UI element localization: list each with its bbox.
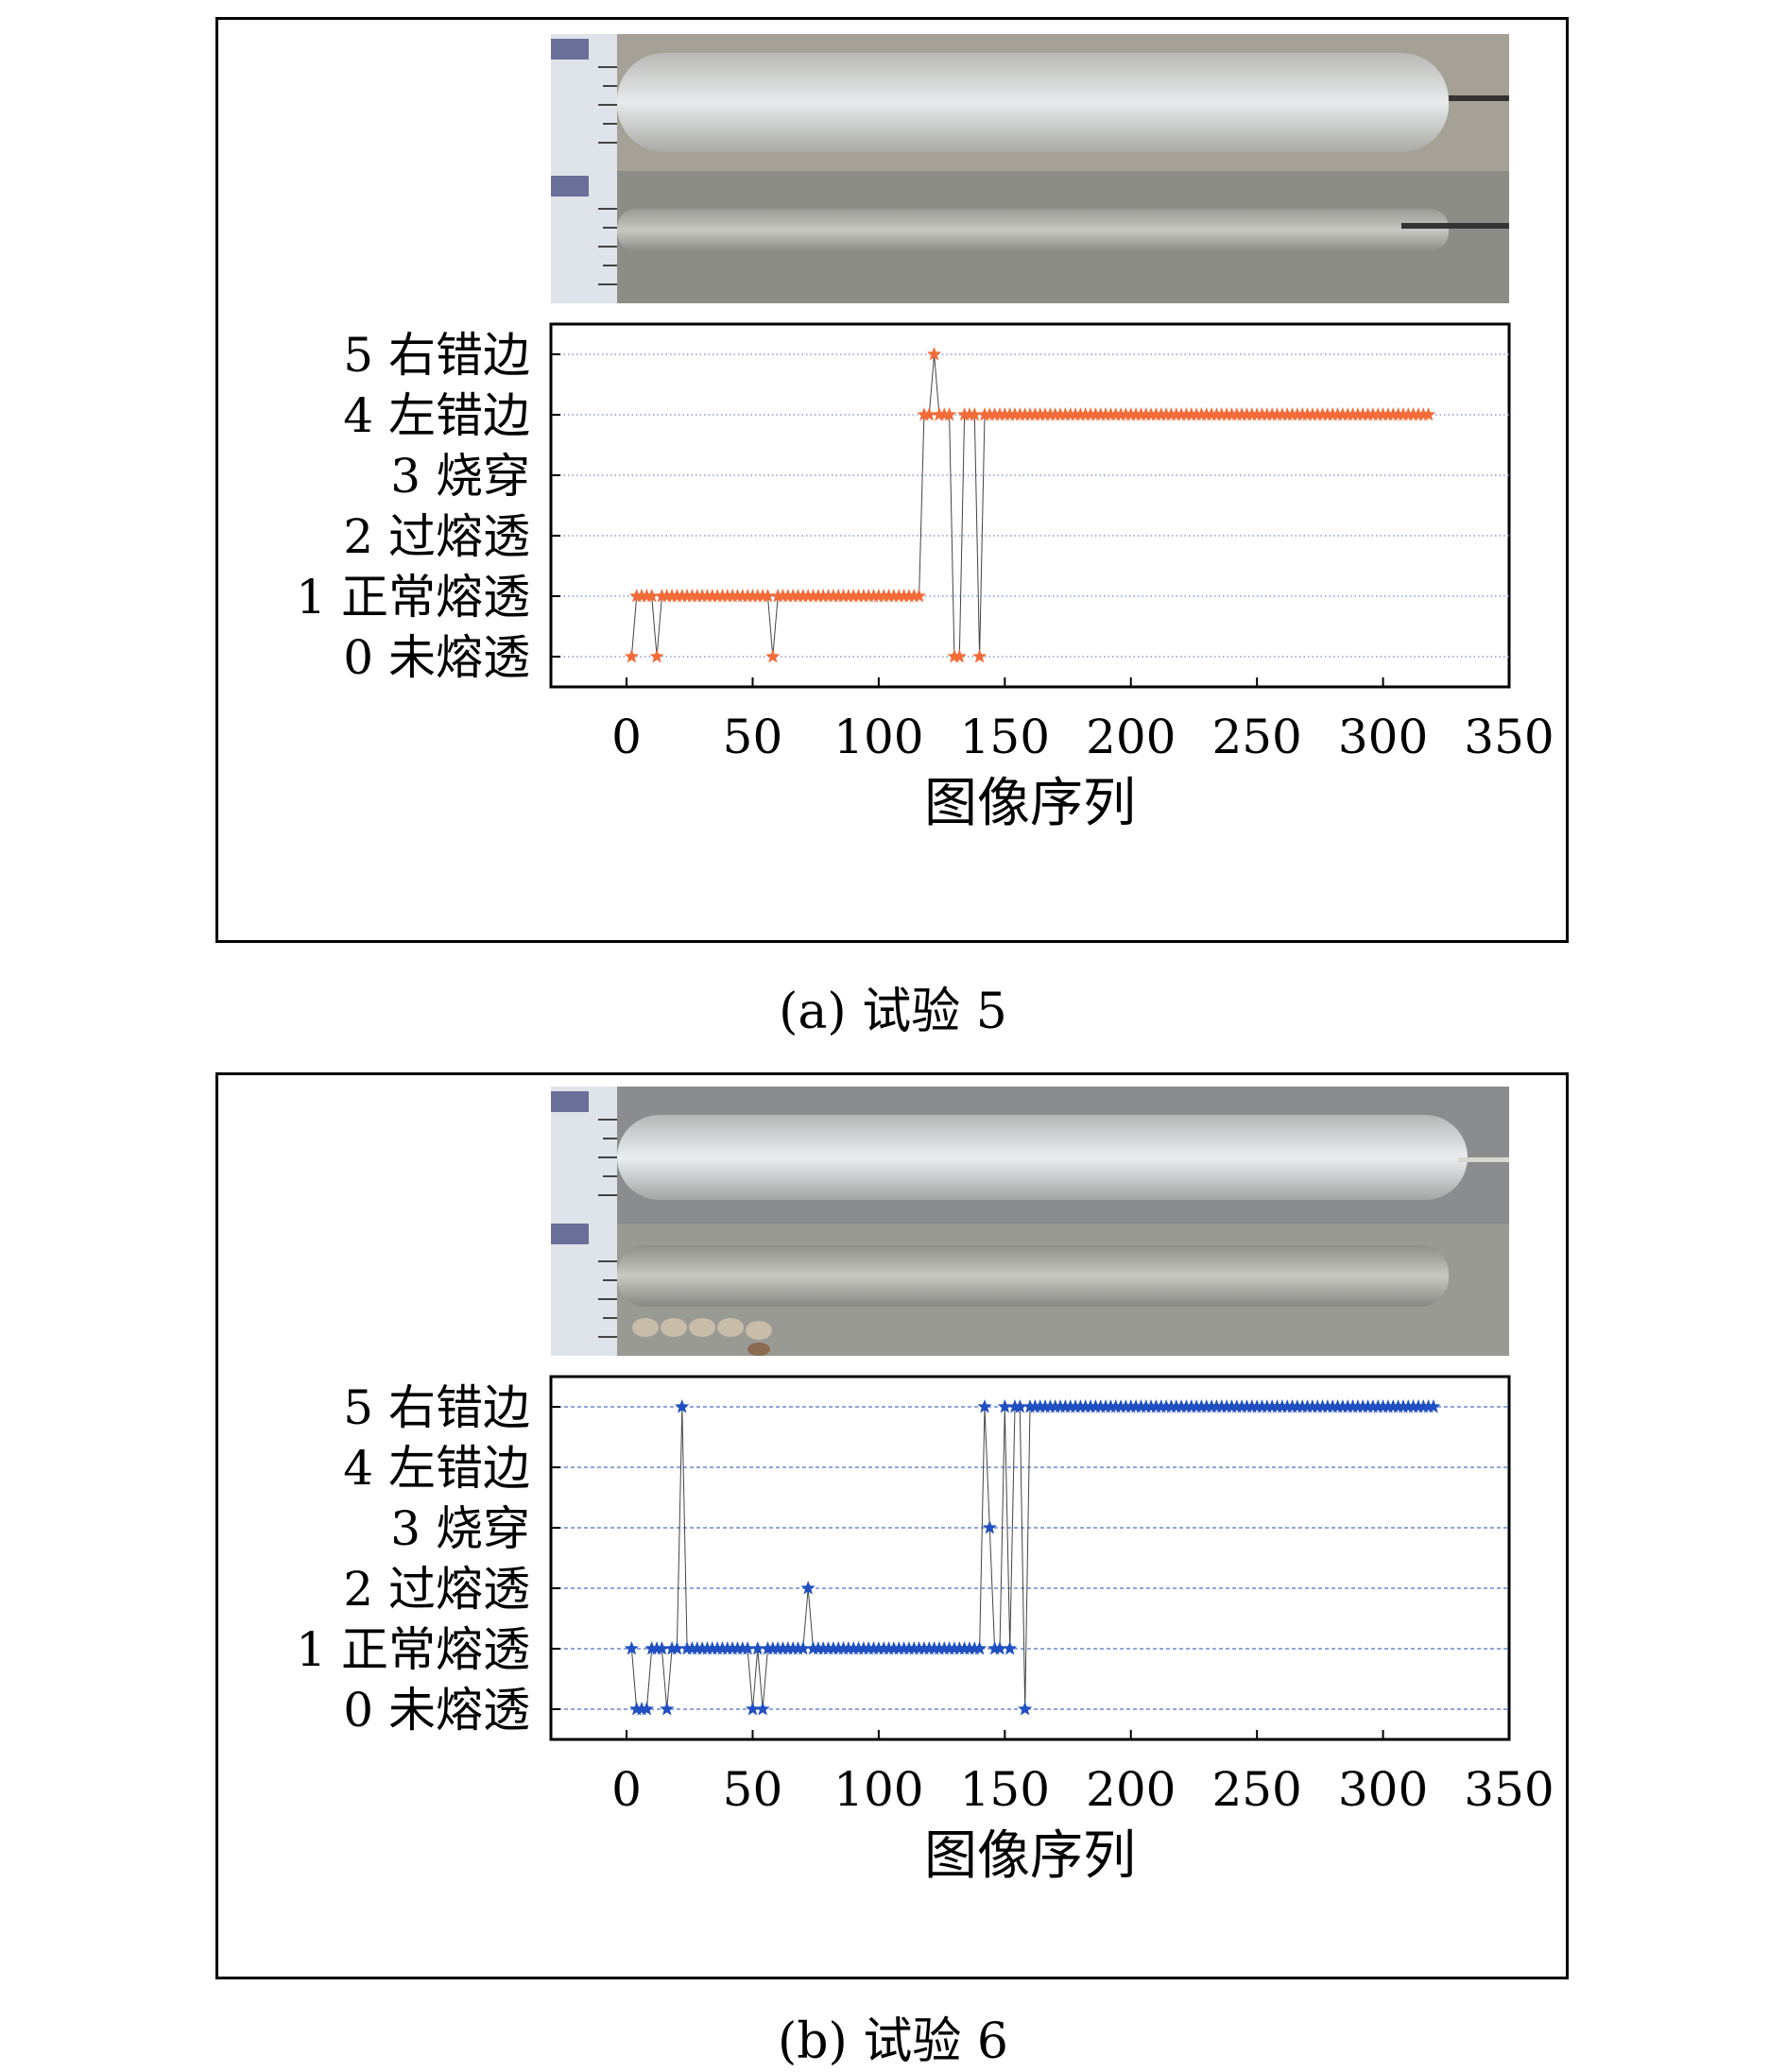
data-point-star: [660, 1702, 675, 1716]
weld-photo-b: [551, 1087, 1509, 1356]
caption-a: (a) 试验 5: [779, 984, 1007, 1040]
caption-b: (b) 试验 6: [777, 2013, 1008, 2070]
x-tick-label: 200: [1086, 710, 1176, 764]
x-axis-label: 图像序列: [924, 773, 1136, 834]
data-point-star: [740, 1641, 755, 1655]
data-point-star: [1012, 1399, 1027, 1413]
data-point-star: [992, 1641, 1007, 1655]
x-tick-label: 50: [723, 710, 783, 764]
x-tick-label: 300: [1338, 710, 1428, 764]
data-point-star: [972, 649, 987, 663]
data-point-star: [997, 1399, 1012, 1413]
x-tick-label: 150: [960, 710, 1050, 764]
x-tick-label: 100: [833, 710, 923, 764]
data-point-star: [745, 1702, 761, 1716]
data-point-star: [654, 1641, 670, 1655]
series-line: [630, 353, 1429, 658]
x-tick-label: 100: [833, 1762, 923, 1817]
y-tick-label: 5 右错边: [343, 328, 530, 383]
data-point-star: [675, 1399, 690, 1413]
x-tick-label: 50: [723, 1762, 783, 1817]
plot-area-frame: [549, 1375, 1511, 1741]
data-point-star: [926, 347, 942, 361]
y-tick-label: 4 左错边: [343, 388, 530, 443]
figure-panel-a: 0 未熔透 1 正常熔透 2 过熔透 3 烧穿 4 左错边 5 右错边 0 50 100 150 2…: [215, 17, 1569, 943]
data-point-star: [911, 589, 927, 603]
x-tick-label: 200: [1086, 1762, 1176, 1817]
y-tick-label: 3 烧穿: [390, 1501, 530, 1556]
y-tick-label: 4 左错边: [343, 1441, 530, 1496]
x-tick-label: 250: [1211, 1762, 1301, 1817]
data-point-star: [624, 1641, 639, 1655]
data-point-star: [1426, 1399, 1441, 1413]
x-tick-label: 350: [1464, 710, 1554, 764]
data-point-star: [921, 407, 936, 421]
data-point-star: [639, 1702, 655, 1716]
data-point-star: [967, 407, 982, 421]
x-tick-label: 350: [1464, 1762, 1554, 1817]
x-tick-label: 250: [1211, 710, 1301, 764]
data-point-star: [942, 407, 957, 421]
data-point-star: [649, 649, 664, 663]
x-tick-label: 150: [960, 1762, 1050, 1817]
weld-photo-a: [551, 34, 1509, 303]
data-point-star: [977, 1399, 992, 1413]
x-tick-label: 0: [611, 710, 642, 764]
data-point-star: [800, 1581, 816, 1595]
data-point-star: [796, 1641, 811, 1655]
series-line: [630, 1406, 1434, 1710]
data-point-star: [750, 1641, 765, 1655]
data-point-star: [755, 1702, 770, 1716]
y-tick-label: 5 右错边: [343, 1380, 530, 1435]
figure-panel-b: 0 未熔透 1 正常熔透 2 过熔透 3 烧穿 4 左错边 5 右错边 0 50 100 150 2…: [215, 1072, 1569, 1979]
data-point-star: [952, 649, 967, 663]
y-tick-label: 2 过熔透: [343, 1562, 530, 1617]
data-point-star: [972, 1641, 987, 1655]
data-point-star: [1421, 407, 1436, 421]
x-tick-label: 300: [1338, 1762, 1428, 1817]
plot-area-frame: [549, 322, 1511, 689]
data-point-star: [669, 1641, 685, 1655]
data-point-star: [1003, 1641, 1018, 1655]
y-tick-label: 0 未熔透: [343, 630, 530, 685]
data-point-star: [765, 649, 781, 663]
y-tick-label: 2 过熔透: [343, 509, 530, 564]
x-tick-label: 0: [611, 1762, 642, 1817]
data-point-star: [624, 649, 639, 663]
y-tick-label: 0 未熔透: [343, 1683, 530, 1738]
data-point-star: [644, 589, 660, 603]
x-axis-label: 图像序列: [924, 1825, 1136, 1887]
data-point-star: [982, 1520, 997, 1534]
y-tick-label: 1 正常熔透: [296, 1622, 530, 1677]
y-tick-label: 1 正常熔透: [296, 570, 530, 625]
data-point-star: [1018, 1702, 1033, 1716]
data-point-star: [760, 589, 776, 603]
y-tick-label: 3 烧穿: [390, 449, 530, 504]
